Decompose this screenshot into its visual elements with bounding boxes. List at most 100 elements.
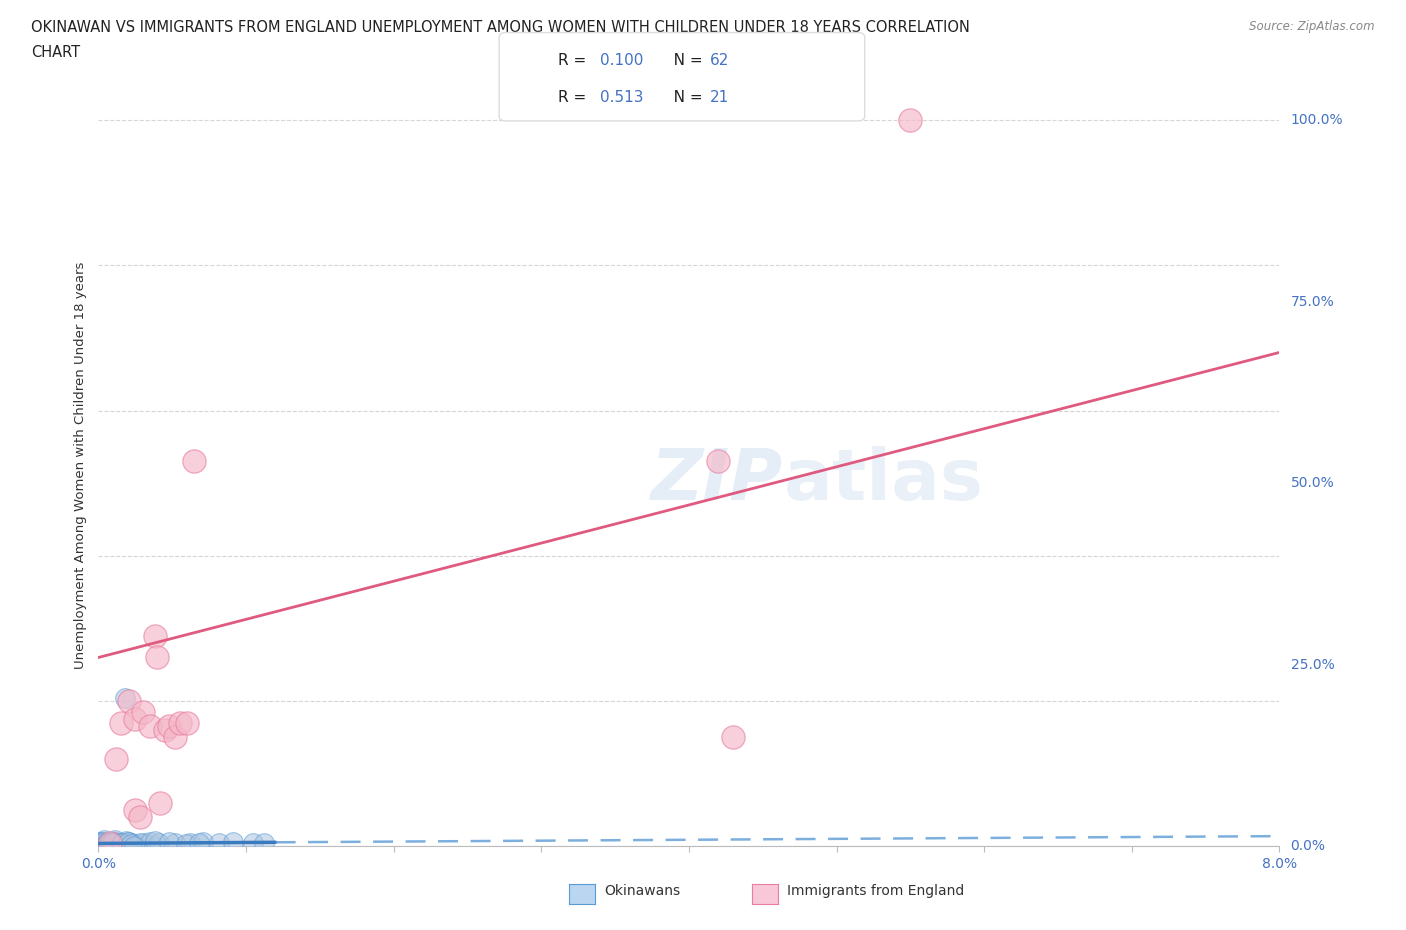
Point (89, 836, 111, 851)
Text: 0.100: 0.100 (600, 53, 644, 68)
Point (124, 711, 146, 726)
Point (208, 835, 231, 850)
Point (253, 835, 276, 850)
Point (165, 730, 187, 745)
Text: 21: 21 (710, 90, 730, 105)
Point (89, 835, 111, 850)
Point (117, 834, 139, 849)
Point (93, 833, 115, 848)
Point (721, 730, 744, 745)
Point (100, 835, 122, 850)
Point (103, 834, 124, 849)
Point (96, 836, 118, 851)
Point (118, 694, 141, 709)
Point (90, 837, 112, 852)
Point (174, 837, 197, 852)
Point (176, 715, 198, 730)
Point (105, 751, 128, 766)
Point (122, 839, 145, 854)
Text: atlas: atlas (783, 445, 983, 514)
Point (93, 837, 115, 852)
Point (242, 836, 264, 851)
Point (91, 836, 114, 851)
Point (111, 836, 134, 851)
Point (94, 837, 117, 852)
Point (143, 629, 166, 644)
Point (98, 837, 121, 852)
Point (105, 834, 128, 849)
Point (146, 650, 169, 665)
Point (165, 836, 187, 851)
Point (98, 835, 121, 850)
Point (132, 705, 155, 720)
Point (91, 834, 114, 849)
Point (90, 837, 112, 852)
Text: 100.0%: 100.0% (1291, 113, 1343, 127)
Point (120, 837, 142, 852)
Text: 75.0%: 75.0% (1291, 295, 1334, 309)
Point (104, 837, 127, 852)
Y-axis label: Unemployment Among Women with Children Under 18 years: Unemployment Among Women with Children U… (75, 261, 87, 669)
Point (222, 834, 245, 849)
Point (97, 835, 120, 850)
Text: ZIP: ZIP (651, 445, 783, 514)
Point (114, 691, 136, 706)
Text: CHART: CHART (31, 45, 80, 60)
Point (153, 723, 176, 737)
Point (183, 454, 205, 469)
Point (157, 834, 180, 849)
Point (89, 835, 111, 850)
Point (89, 834, 111, 849)
Text: 0.513: 0.513 (600, 90, 644, 105)
Point (187, 836, 209, 851)
Point (108, 835, 131, 850)
Point (898, 113, 921, 127)
Point (193, 834, 215, 849)
Point (143, 834, 166, 849)
Point (118, 834, 141, 849)
Point (110, 837, 132, 852)
Point (179, 835, 201, 850)
Point (115, 834, 138, 849)
Text: R =: R = (558, 90, 592, 105)
Text: Source: ZipAtlas.com: Source: ZipAtlas.com (1250, 20, 1375, 33)
Point (96, 837, 118, 852)
Point (91, 836, 114, 851)
Text: 25.0%: 25.0% (1291, 658, 1334, 671)
Point (169, 715, 191, 730)
Point (128, 836, 150, 851)
Point (110, 836, 132, 851)
Point (139, 834, 162, 849)
Text: OKINAWAN VS IMMIGRANTS FROM ENGLAND UNEMPLOYMENT AMONG WOMEN WITH CHILDREN UNDER: OKINAWAN VS IMMIGRANTS FROM ENGLAND UNEM… (31, 20, 970, 35)
Point (128, 810, 150, 825)
Text: 0.0%: 0.0% (1291, 839, 1326, 854)
Text: N =: N = (659, 53, 707, 68)
Point (89, 835, 111, 850)
Point (91, 837, 114, 852)
Point (91, 837, 114, 852)
Point (104, 833, 127, 848)
Point (124, 837, 146, 852)
Point (139, 719, 162, 734)
Point (124, 803, 146, 817)
Point (110, 715, 132, 730)
Point (90, 837, 112, 852)
Point (114, 837, 136, 852)
Point (157, 719, 180, 734)
Point (94, 835, 117, 850)
Text: 50.0%: 50.0% (1291, 476, 1334, 490)
Point (707, 454, 730, 469)
Point (148, 835, 170, 850)
Text: 62: 62 (710, 53, 730, 68)
Point (120, 836, 142, 851)
Point (97, 837, 120, 852)
Point (149, 795, 172, 810)
Text: Immigrants from England: Immigrants from England (787, 884, 965, 898)
Text: Okinawans: Okinawans (605, 884, 681, 898)
Point (98, 836, 121, 851)
Text: R =: R = (558, 53, 592, 68)
Point (90, 837, 112, 852)
Text: N =: N = (659, 90, 707, 105)
Point (90, 834, 112, 849)
Point (98, 836, 121, 851)
